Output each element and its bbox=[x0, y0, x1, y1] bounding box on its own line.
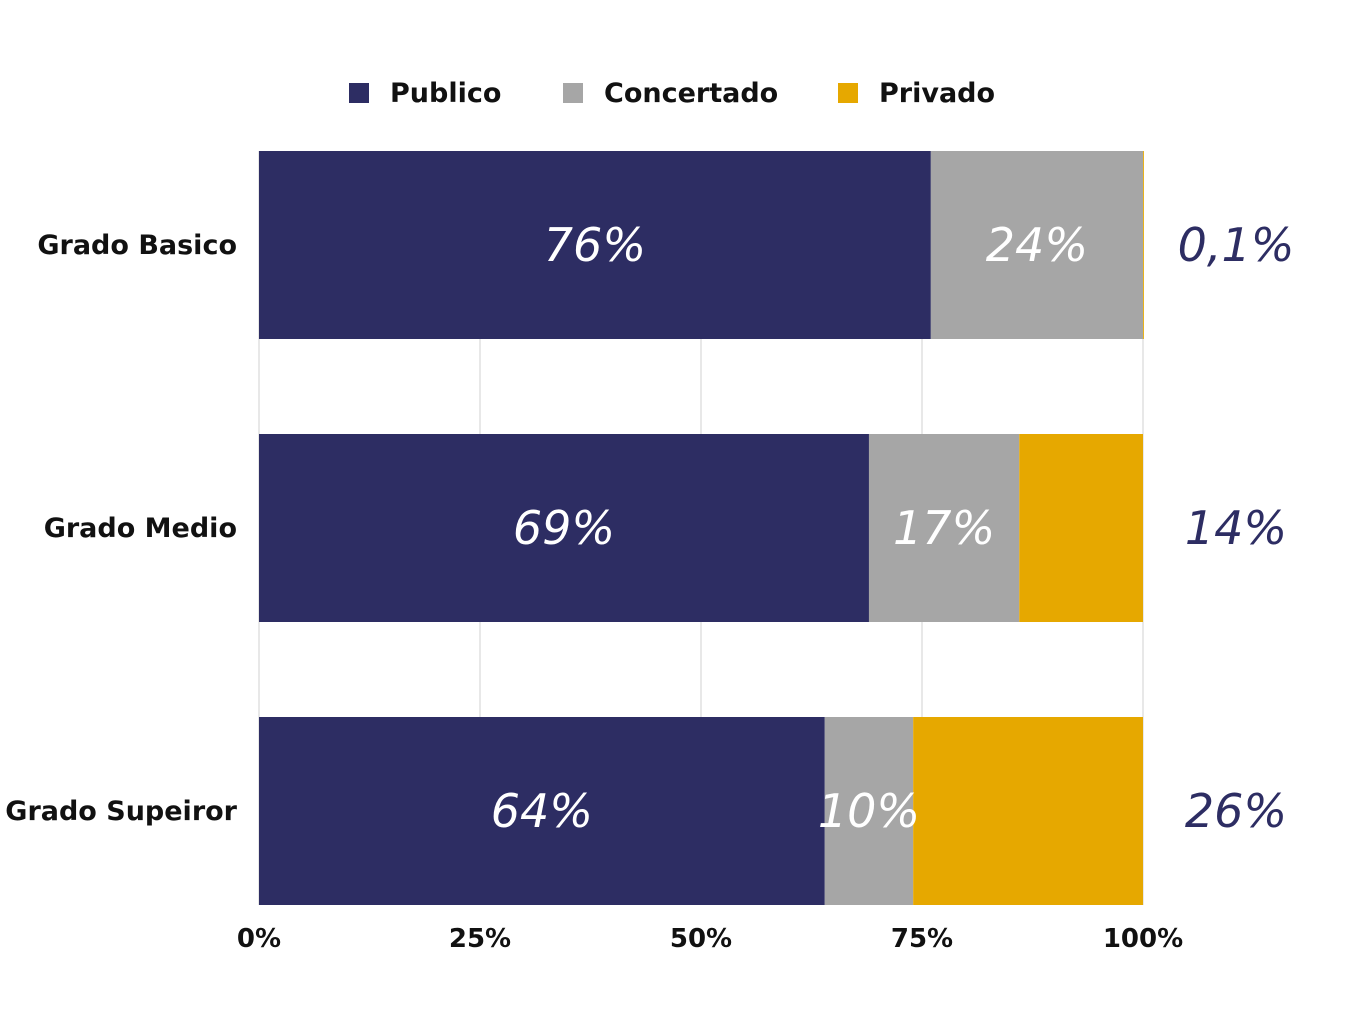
legend-label-publico: Publico bbox=[390, 78, 501, 109]
axes: Grado Basico Grado Medio Grado Supeiror 0% 2… bbox=[5, 230, 1183, 954]
data-label-grado-basico-privado: 0,1% bbox=[1178, 218, 1295, 272]
bar-grado-basico-publico bbox=[259, 151, 931, 339]
legend-label-privado: Privado bbox=[879, 78, 995, 109]
data-label-grado-supeiror-publico: 64% bbox=[491, 784, 593, 838]
bar-grado-basico-concertado bbox=[930, 151, 1143, 339]
data-label-grado-supeiror-privado: 26% bbox=[1185, 784, 1287, 838]
category-label-grado-medio: Grado Medio bbox=[44, 513, 237, 544]
data-label-grado-medio-concertado: 17% bbox=[893, 501, 995, 555]
data-label-grado-basico-publico: 76% bbox=[544, 218, 646, 272]
bar-grado-supeiror-privado bbox=[913, 717, 1143, 905]
legend: Publico Concertado Privado bbox=[349, 78, 995, 109]
tick-label-75: 75% bbox=[891, 924, 953, 954]
bar-grado-supeiror-publico bbox=[259, 717, 825, 905]
tick-label-100: 100% bbox=[1103, 924, 1183, 954]
bars bbox=[259, 151, 1144, 905]
data-labels: 76% 24% 0,1% 69% 17% 14% 64% 10% 26% bbox=[491, 218, 1295, 838]
tick-label-25: 25% bbox=[449, 924, 511, 954]
bar-grado-basico-privado bbox=[1143, 151, 1144, 339]
legend-label-concertado: Concertado bbox=[604, 78, 778, 109]
legend-swatch-publico bbox=[349, 83, 369, 103]
data-label-grado-medio-publico: 69% bbox=[513, 501, 615, 555]
category-label-grado-supeiror: Grado Supeiror bbox=[5, 796, 237, 827]
bar-grado-medio-concertado bbox=[868, 434, 1020, 622]
bar-grado-medio-privado bbox=[1019, 434, 1143, 622]
category-label-grado-basico: Grado Basico bbox=[37, 230, 237, 261]
data-label-grado-basico-concertado: 24% bbox=[986, 218, 1088, 272]
legend-swatch-privado bbox=[838, 83, 858, 103]
tick-label-50: 50% bbox=[670, 924, 732, 954]
bar-grado-medio-publico bbox=[259, 434, 869, 622]
bar-grado-supeiror-concertado bbox=[824, 717, 914, 905]
tick-label-0: 0% bbox=[237, 924, 281, 954]
data-label-grado-medio-privado: 14% bbox=[1185, 501, 1287, 555]
data-label-grado-supeiror-concertado: 10% bbox=[818, 784, 920, 838]
legend-swatch-concertado bbox=[563, 83, 583, 103]
